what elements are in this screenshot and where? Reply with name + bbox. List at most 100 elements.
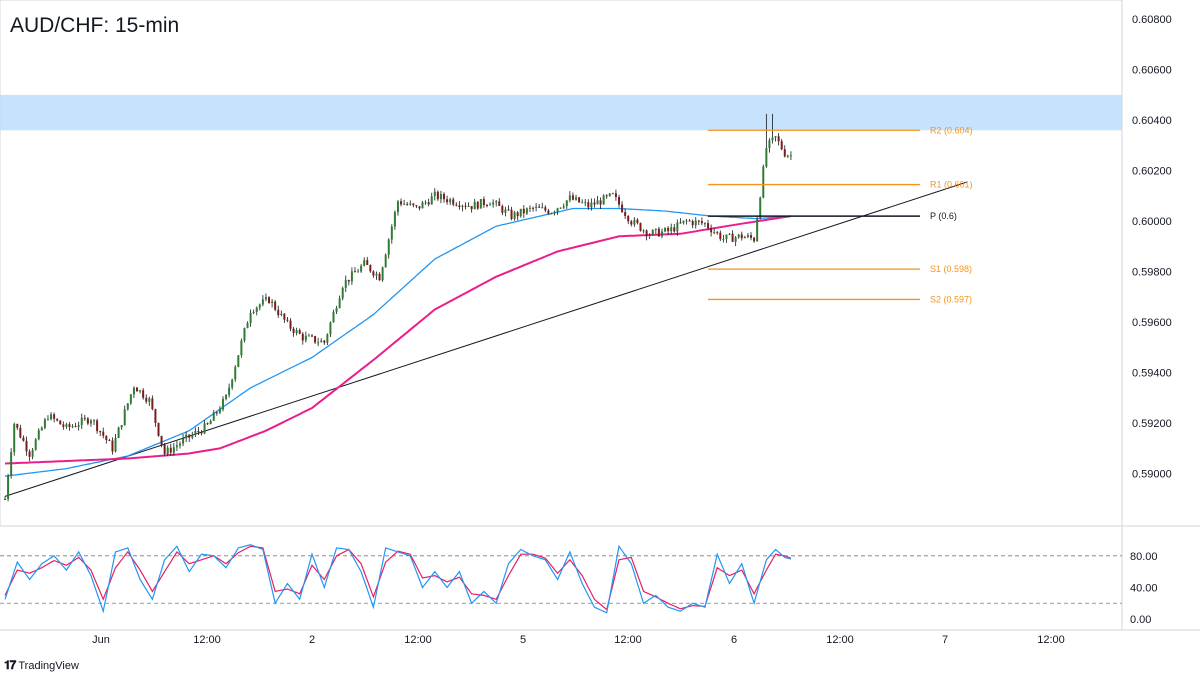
candle-body (390, 226, 393, 240)
candle-body (446, 199, 449, 203)
candle-body (703, 223, 706, 225)
candle-body (596, 200, 599, 205)
candle-body (688, 220, 691, 222)
candle-body (400, 201, 403, 205)
candle-body (424, 202, 427, 204)
candle-body (13, 423, 16, 453)
candle-body (599, 200, 602, 205)
time-tick-label: 7 (942, 634, 948, 646)
candle-body (83, 417, 86, 419)
candle-body (292, 328, 295, 334)
candle-body (169, 447, 172, 453)
candle-body (532, 207, 535, 209)
candle-body (602, 195, 605, 205)
candle-body (516, 212, 519, 217)
candle-body (544, 207, 547, 211)
candle-body (734, 237, 737, 242)
candle-body (307, 335, 310, 337)
candle-body (713, 232, 716, 234)
price-axis[interactable]: 0.60800 0.60600 0.60400 0.60200 0.60000 0.598… (1132, 14, 1172, 481)
candle-body (535, 206, 538, 208)
candle-body (581, 202, 584, 204)
candle-body (467, 206, 470, 208)
ema-slow-line (4, 215, 792, 465)
candle-body (759, 197, 762, 219)
price-tick-label: 0.59800 (1132, 267, 1172, 279)
candle-body (427, 202, 430, 205)
candle-body (160, 435, 163, 445)
candle-body (648, 235, 651, 237)
candle-body (246, 323, 249, 329)
candle-body (470, 206, 473, 210)
candle-body (212, 412, 215, 421)
candle-body (19, 427, 22, 438)
candle-body (743, 237, 746, 239)
candle-body (261, 299, 264, 305)
candle-body (403, 203, 406, 205)
candle-body (117, 427, 120, 438)
candle-body (728, 233, 731, 235)
candle-body (200, 431, 203, 434)
candle-body (541, 207, 544, 209)
candle-body (547, 210, 550, 214)
candle-body (114, 437, 117, 452)
candle-body (172, 447, 175, 453)
candle-body (335, 308, 338, 312)
candle-body (393, 212, 396, 227)
candle-body (363, 260, 366, 266)
candle-body (786, 155, 789, 157)
candle-body (249, 312, 252, 324)
candles (4, 113, 792, 502)
candle-body (277, 309, 280, 316)
candle-body (418, 206, 421, 209)
candle-body (504, 209, 507, 213)
candle-body (421, 202, 424, 209)
candle-body (203, 423, 206, 434)
candle-body (314, 336, 317, 343)
candle-body (510, 209, 513, 219)
candle-body (154, 409, 157, 423)
candle-body (553, 211, 556, 214)
branding[interactable]: 𝟏𝟕 TradingView (4, 658, 79, 673)
candle-body (415, 205, 418, 207)
candle-body (228, 387, 231, 395)
candle-body (771, 137, 774, 141)
candle-body (65, 424, 68, 427)
candle-body (697, 220, 700, 222)
candle-body (676, 222, 679, 232)
candle-body (298, 330, 301, 334)
candle-body (28, 451, 31, 457)
pivot-label: S2 (0.597) (930, 294, 972, 304)
candle-body (311, 335, 313, 337)
candle-body (148, 398, 151, 402)
candle-body (96, 420, 99, 432)
time-axis[interactable]: Jun 12:00 2 12:00 5 12:00 6 12:00 7 12:00 (92, 634, 1065, 646)
candle-body (485, 205, 488, 207)
candle-body (789, 155, 792, 157)
candle-body (366, 260, 369, 265)
candle-body (178, 443, 181, 446)
candle-body (406, 203, 409, 205)
price-tick-label: 0.60200 (1132, 166, 1172, 178)
candle-body (430, 196, 433, 205)
candle-body (274, 301, 277, 310)
candle-body (593, 202, 596, 205)
candle-body (618, 197, 620, 205)
candle-body (673, 227, 676, 232)
candle-body (768, 140, 771, 149)
candle-body (630, 221, 633, 225)
candle-body (332, 311, 335, 323)
candle-body (243, 328, 246, 341)
candle-body (16, 423, 19, 428)
candle-body (126, 403, 129, 410)
candle-body (710, 228, 713, 233)
stochastic-pane: 80.00 40.00 0.00 (0, 544, 1158, 626)
candle-body (605, 195, 608, 197)
price-tick-label: 0.59400 (1132, 368, 1172, 380)
candle-body (289, 320, 292, 329)
price-tick-label: 0.60800 (1132, 14, 1172, 26)
candle-body (357, 271, 360, 273)
candle-body (765, 148, 768, 167)
candle-body (218, 409, 221, 413)
